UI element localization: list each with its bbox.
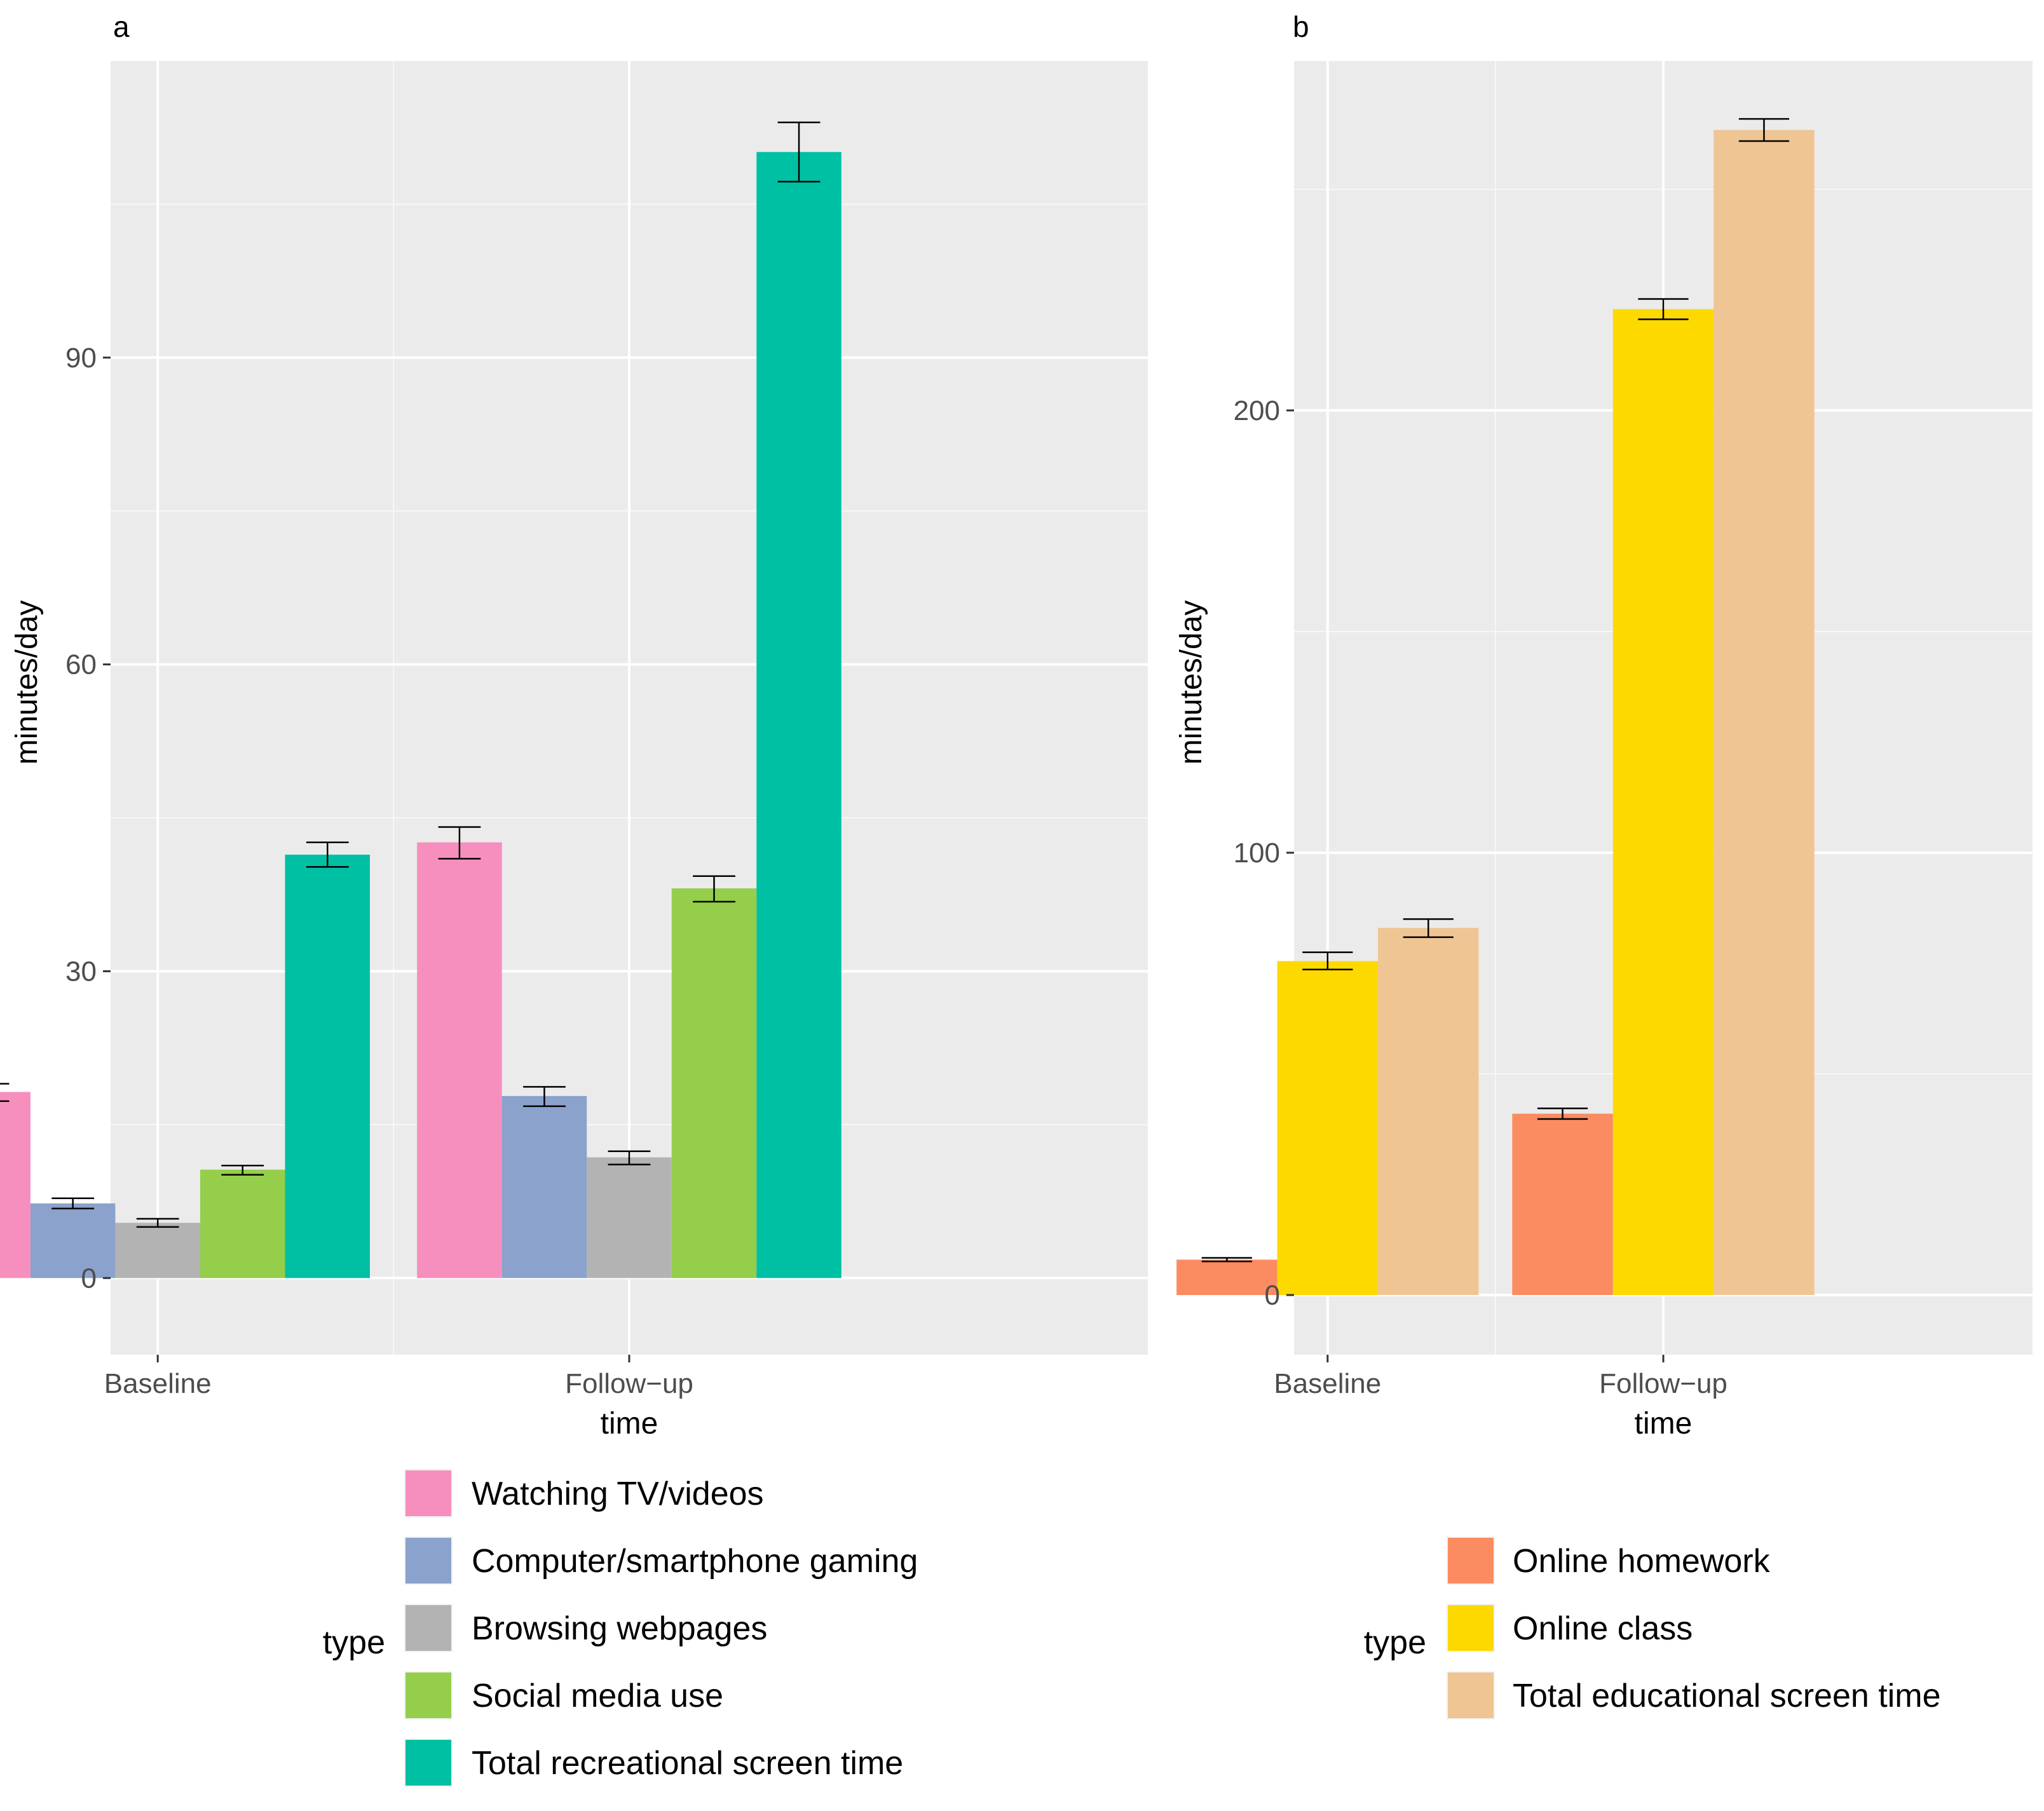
bar bbox=[1378, 928, 1479, 1296]
error-bar bbox=[136, 1218, 179, 1228]
chart-panel-b: 0 100 200 Baseline Follow−up time minutes/day b… bbox=[1175, 10, 2033, 1719]
chart-panel-a: 0 30 60 90 Baseline Follow−up time minutes/day a… bbox=[0, 10, 1148, 1787]
x-tick-label: Baseline bbox=[104, 1368, 212, 1399]
error-bar bbox=[608, 1150, 651, 1165]
bar bbox=[1612, 309, 1714, 1296]
legend-title: type bbox=[1364, 1624, 1426, 1661]
y-tick-label: 0 bbox=[81, 1263, 97, 1294]
legend-item: Total recreational screen time bbox=[404, 1739, 903, 1787]
legend-swatch bbox=[405, 1538, 451, 1584]
bar bbox=[0, 1092, 31, 1279]
y-axis-title: minutes/day bbox=[10, 600, 44, 765]
bar bbox=[1176, 1259, 1278, 1296]
bar bbox=[30, 1203, 116, 1279]
x-tick-label: Follow−up bbox=[1599, 1368, 1727, 1399]
bar bbox=[1512, 1113, 1613, 1296]
x-tick-label: Follow−up bbox=[565, 1368, 693, 1399]
y-tick-label: 60 bbox=[65, 649, 97, 681]
bar bbox=[285, 854, 370, 1279]
legend-item: Total educational screen time bbox=[1447, 1671, 1941, 1719]
error-bar bbox=[1201, 1257, 1252, 1263]
legend-item: Social media use bbox=[404, 1671, 723, 1719]
legend: type Watching TV/videos Computer/smartphon… bbox=[323, 1469, 918, 1787]
y-tick-label: 0 bbox=[1265, 1280, 1280, 1311]
error-bar bbox=[1302, 951, 1353, 970]
legend-label: Browsing webpages bbox=[472, 1610, 767, 1647]
bar bbox=[1714, 130, 1815, 1296]
legend-item: Online class bbox=[1447, 1604, 1693, 1652]
panel-tag: b bbox=[1293, 10, 1309, 43]
legend-item: Online homework bbox=[1447, 1536, 1771, 1585]
bar bbox=[417, 842, 502, 1279]
legend-swatch bbox=[1448, 1672, 1494, 1718]
y-tick-label: 200 bbox=[1234, 395, 1280, 426]
legend-item: Browsing webpages bbox=[404, 1604, 767, 1652]
bar bbox=[587, 1157, 672, 1279]
legend-item: Watching TV/videos bbox=[404, 1469, 764, 1517]
error-bar bbox=[0, 1083, 10, 1102]
legend-swatch bbox=[405, 1740, 451, 1786]
error-bar bbox=[777, 121, 821, 183]
legend-label: Total recreational screen time bbox=[472, 1745, 903, 1782]
x-axis-title: time bbox=[601, 1407, 658, 1441]
legend-swatch bbox=[405, 1470, 451, 1516]
bar bbox=[756, 152, 841, 1279]
y-tick-label: 30 bbox=[65, 956, 97, 987]
legend-label: Online homework bbox=[1513, 1543, 1771, 1580]
legend-label: Watching TV/videos bbox=[472, 1475, 764, 1512]
legend-swatch bbox=[405, 1605, 451, 1651]
bar bbox=[501, 1095, 587, 1279]
legend: type Online homework Online class Total edu… bbox=[1364, 1536, 1941, 1719]
error-bar bbox=[1638, 298, 1689, 320]
error-bar bbox=[1738, 118, 1790, 142]
legend-swatch bbox=[1448, 1605, 1494, 1651]
x-axis-title: time bbox=[1635, 1407, 1693, 1441]
error-bar bbox=[1403, 918, 1454, 939]
legend-swatch bbox=[1448, 1538, 1494, 1584]
panel-tag: a bbox=[113, 10, 130, 43]
legend-swatch bbox=[405, 1672, 451, 1718]
y-tick-label: 90 bbox=[65, 343, 97, 374]
legend-label: Online class bbox=[1513, 1610, 1693, 1647]
bar bbox=[1277, 961, 1379, 1296]
bar bbox=[115, 1223, 200, 1279]
legend-label: Computer/smartphone gaming bbox=[472, 1543, 918, 1580]
legend-label: Social media use bbox=[472, 1678, 723, 1714]
error-bar bbox=[693, 875, 735, 903]
error-bar bbox=[51, 1197, 95, 1210]
error-bar bbox=[306, 841, 349, 868]
x-tick-label: Baseline bbox=[1274, 1368, 1381, 1399]
legend-title: type bbox=[323, 1624, 385, 1661]
error-bar bbox=[523, 1086, 566, 1108]
error-bar bbox=[221, 1164, 264, 1176]
legend-label: Total educational screen time bbox=[1513, 1678, 1941, 1714]
error-bar bbox=[1537, 1108, 1588, 1120]
bar bbox=[671, 888, 757, 1279]
bar bbox=[200, 1169, 285, 1279]
y-tick-label: 100 bbox=[1234, 838, 1280, 869]
y-axis-title: minutes/day bbox=[1175, 600, 1208, 765]
error-bar bbox=[438, 826, 481, 860]
legend-item: Computer/smartphone gaming bbox=[404, 1536, 918, 1585]
